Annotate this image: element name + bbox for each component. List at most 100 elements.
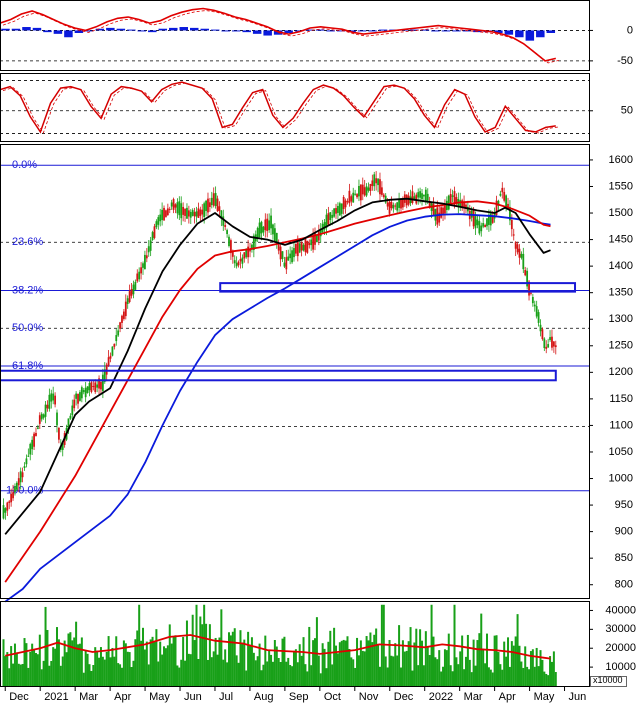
volume-bar bbox=[260, 670, 263, 686]
candle-body bbox=[371, 180, 374, 187]
volume-bar bbox=[499, 664, 502, 686]
candle-body bbox=[421, 193, 423, 200]
volume-bar bbox=[442, 666, 445, 686]
candle-body bbox=[474, 216, 477, 229]
volume-bar bbox=[90, 670, 93, 686]
volume-bar bbox=[142, 627, 145, 686]
candle-body bbox=[201, 209, 204, 215]
candle-body bbox=[551, 336, 553, 348]
candle-body bbox=[21, 472, 24, 478]
volume-bar bbox=[111, 647, 114, 686]
volume-bar bbox=[287, 657, 290, 686]
date-tick-label: Aug bbox=[254, 691, 274, 703]
candle-body bbox=[27, 455, 30, 457]
volume-bar bbox=[348, 648, 351, 686]
candle-body bbox=[187, 210, 190, 217]
price-tick-label: 1600 bbox=[609, 154, 633, 166]
candle-body bbox=[279, 246, 282, 260]
candle-body bbox=[268, 220, 271, 231]
macd-histogram-bar bbox=[326, 30, 335, 32]
volume-bar bbox=[40, 669, 43, 686]
volume-bar bbox=[422, 665, 425, 686]
volume-bar bbox=[493, 635, 496, 686]
volume-bar bbox=[195, 604, 198, 686]
volume-bar bbox=[308, 626, 311, 686]
date-tick-label: Jun bbox=[569, 691, 587, 703]
volume-panel: 40000 30000 20000 10000 x10000 bbox=[2, 604, 636, 687]
volume-bar bbox=[377, 643, 380, 686]
volume-bar bbox=[331, 664, 334, 686]
candle-body bbox=[77, 393, 79, 404]
candle-body bbox=[293, 248, 295, 258]
volume-bar bbox=[313, 638, 316, 686]
volume-bar bbox=[84, 650, 87, 686]
volume-bar bbox=[252, 652, 255, 686]
candle-body bbox=[216, 198, 219, 212]
candle-body bbox=[352, 192, 355, 203]
candle-body bbox=[207, 198, 209, 213]
volume-bar bbox=[145, 641, 148, 686]
volume-bar bbox=[386, 667, 389, 686]
volume-bar bbox=[547, 675, 550, 686]
macd-histogram-bar bbox=[368, 30, 377, 32]
candle-body bbox=[543, 338, 546, 349]
candle-body bbox=[273, 228, 276, 241]
candle-body bbox=[497, 200, 500, 206]
macd-histogram-bar bbox=[242, 30, 251, 33]
candle-body bbox=[272, 224, 274, 235]
candle-body bbox=[463, 201, 465, 208]
volume-bar bbox=[216, 654, 219, 686]
volume-bar bbox=[149, 639, 152, 686]
volume-bar bbox=[128, 652, 131, 686]
candle-body bbox=[58, 427, 60, 440]
volume-bar bbox=[88, 664, 91, 686]
macd-histogram-bar bbox=[11, 28, 21, 31]
volume-bar bbox=[250, 637, 253, 686]
volume-bar bbox=[319, 673, 322, 686]
date-tick-label: Apr bbox=[114, 691, 131, 703]
volume-bar bbox=[357, 655, 360, 686]
candle-body bbox=[426, 193, 429, 201]
volume-bar bbox=[434, 657, 437, 686]
candle-body bbox=[518, 248, 521, 258]
candle-body bbox=[316, 234, 318, 243]
volume-bar bbox=[531, 649, 534, 686]
candle-body bbox=[134, 281, 137, 290]
volume-bar bbox=[524, 646, 527, 686]
volume-axis: 40000 30000 20000 10000 bbox=[589, 604, 636, 687]
macd-histogram-bar bbox=[357, 30, 367, 32]
date-tick-label: May bbox=[149, 691, 170, 703]
volume-bar bbox=[13, 643, 16, 686]
macd-histogram-bar bbox=[179, 27, 189, 31]
candle-body bbox=[396, 202, 399, 211]
volume-bar bbox=[34, 653, 37, 686]
candle-body bbox=[514, 242, 517, 249]
volume-bar bbox=[298, 644, 301, 686]
candle-body bbox=[82, 390, 85, 393]
candle-body bbox=[342, 196, 345, 210]
panel-frame-macd bbox=[0, 0, 590, 71]
price-tick-label: 1350 bbox=[609, 287, 633, 299]
volume-bar bbox=[333, 627, 336, 686]
volume-bar bbox=[101, 656, 104, 686]
volume-bar bbox=[335, 645, 338, 686]
candle-body bbox=[145, 255, 148, 259]
macd-histogram-bar bbox=[420, 29, 430, 31]
candle-body bbox=[289, 253, 292, 259]
candle-body bbox=[358, 185, 360, 197]
candle-body bbox=[46, 404, 49, 409]
candle-body bbox=[235, 262, 238, 267]
fib-level-label: 38.2% bbox=[12, 284, 43, 296]
volume-bar bbox=[508, 666, 511, 686]
candle-body bbox=[476, 219, 479, 226]
volume-bar bbox=[361, 650, 364, 686]
volume-bar bbox=[421, 640, 424, 686]
volume-bar bbox=[224, 649, 227, 686]
macd-histogram-bar bbox=[137, 30, 147, 32]
candle-body bbox=[423, 194, 425, 197]
candle-body bbox=[294, 243, 297, 254]
candle-body bbox=[233, 260, 236, 264]
volume-bar bbox=[327, 641, 330, 686]
candle-body bbox=[335, 208, 337, 214]
macd-histogram-bar bbox=[504, 30, 514, 35]
